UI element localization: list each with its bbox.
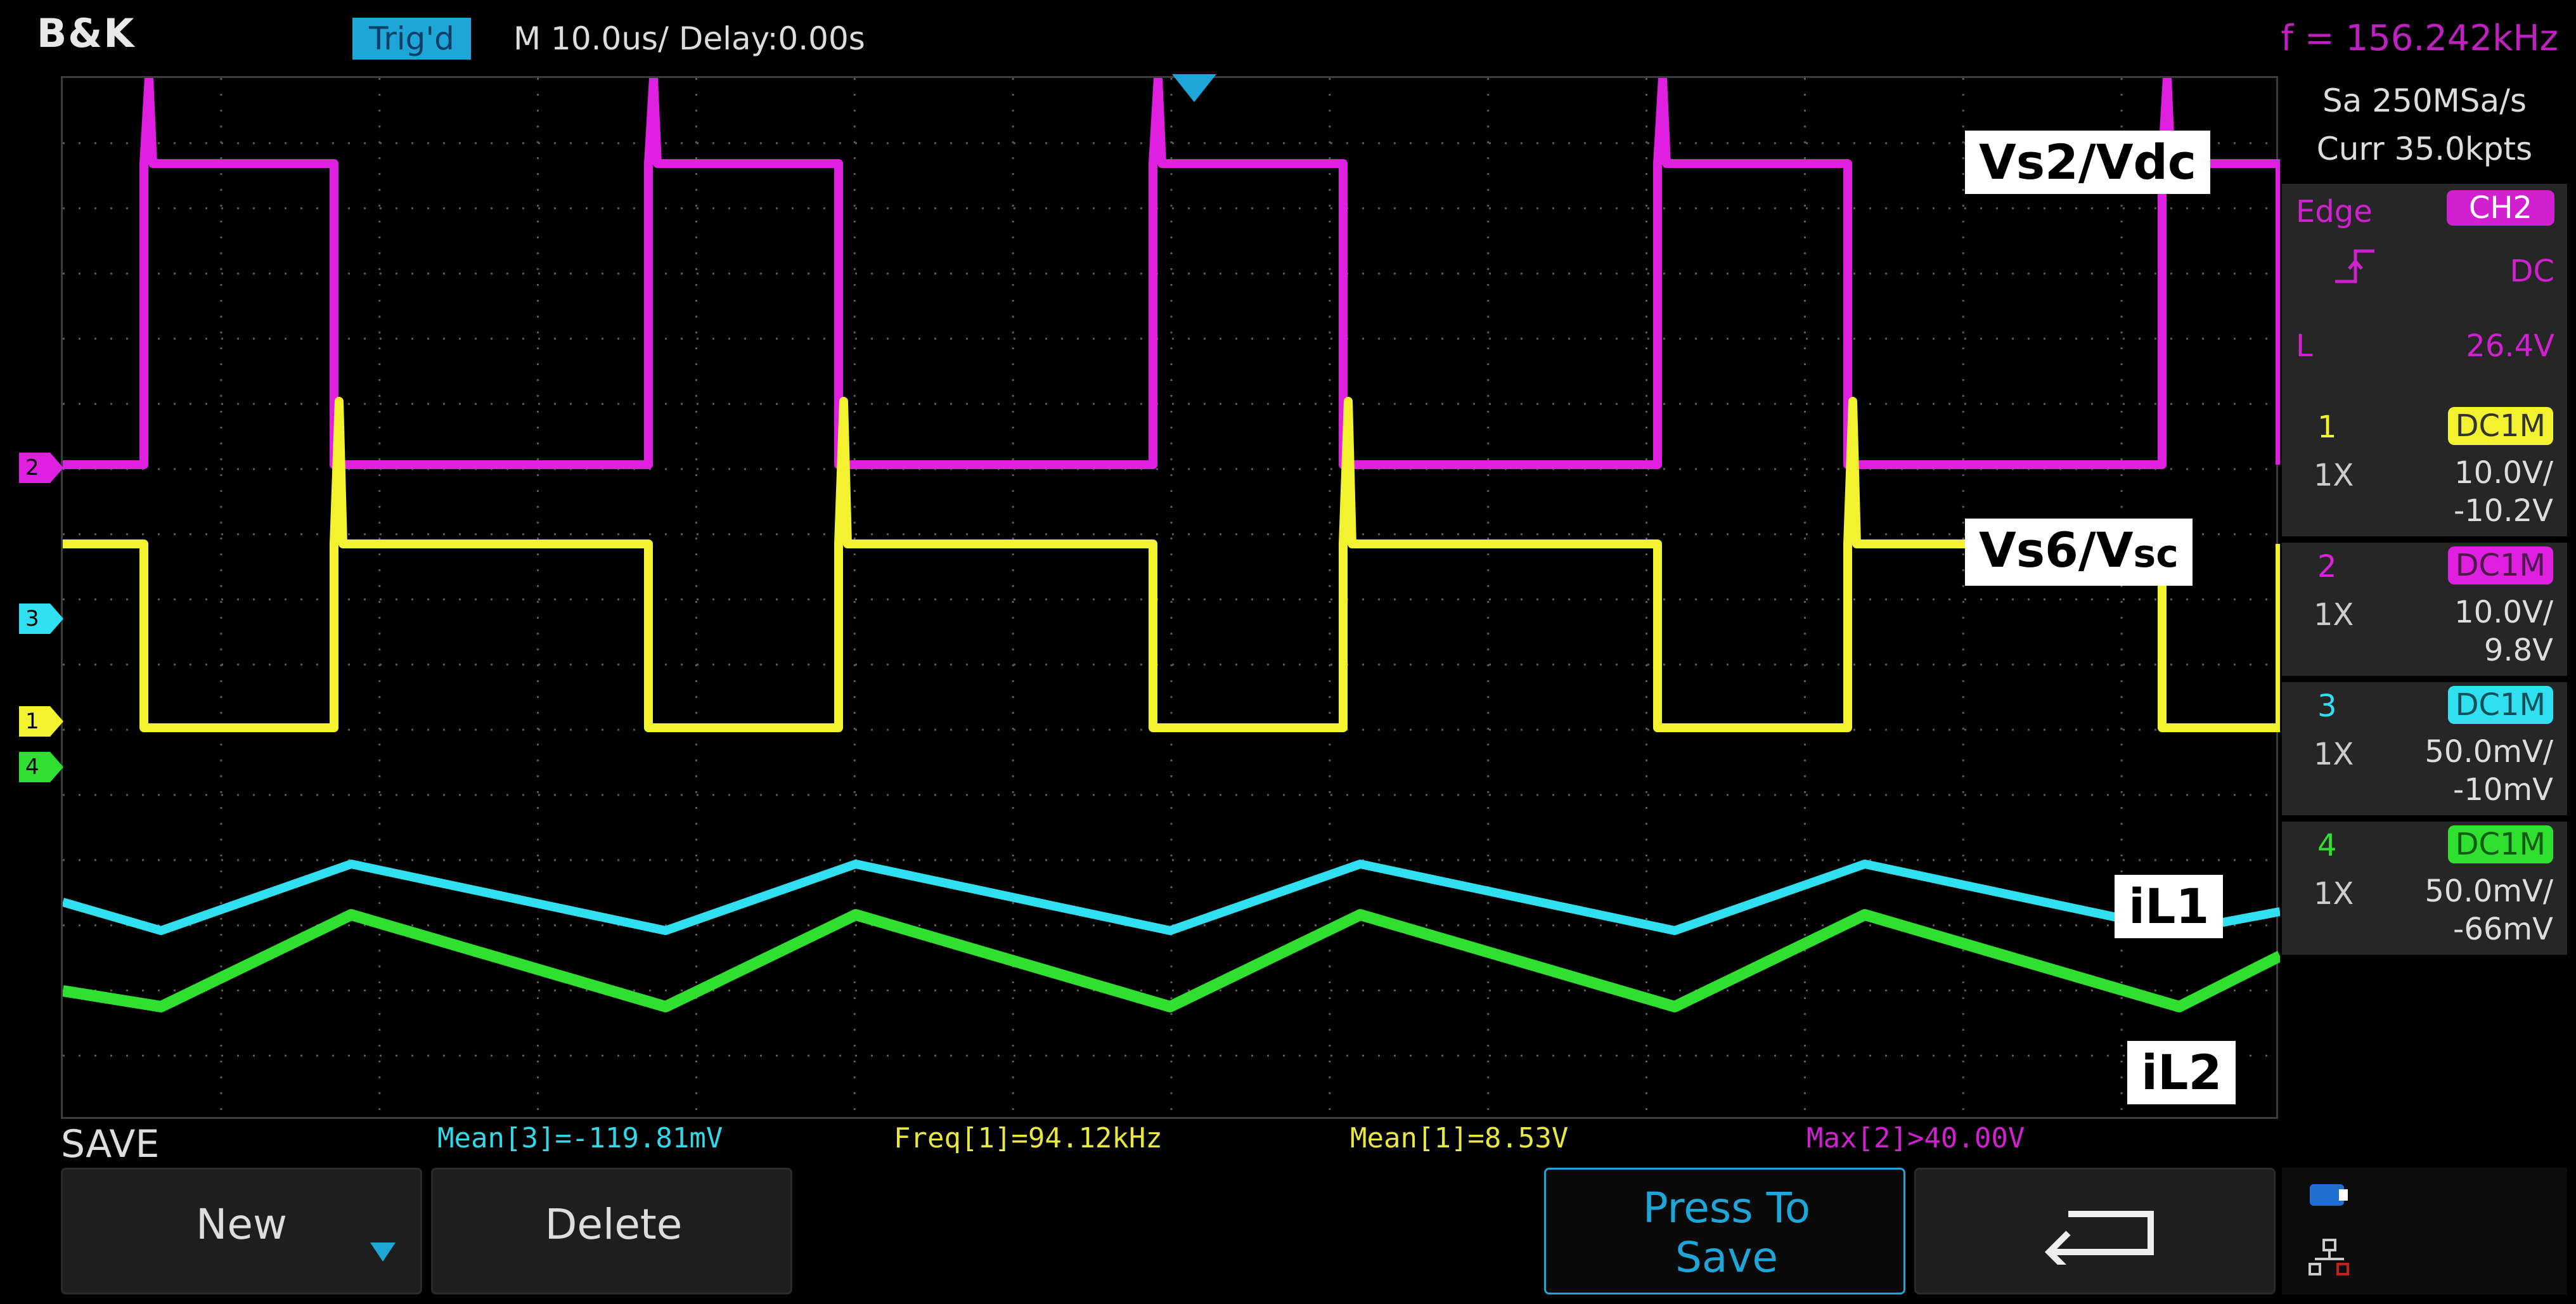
trigger-type: Edge — [2296, 194, 2373, 229]
measurement-freq-ch1: Freq[1]=94.12kHz — [894, 1122, 1162, 1154]
trigger-settings[interactable]: Edge CH2 DC L 26.4V — [2282, 184, 2567, 418]
ch3-ground-marker[interactable]: 3 — [19, 604, 63, 634]
ch2-ground-marker[interactable]: 2 — [19, 453, 63, 483]
label-vs6: Vs6/Vsc — [1965, 519, 2193, 586]
press-to-save-button[interactable]: Press To Save — [1544, 1168, 1905, 1294]
measurement-max-ch2: Max[2]>40.00V — [1806, 1122, 2025, 1154]
press-to-save-label: Press To Save — [1642, 1184, 1811, 1282]
ch4-scale: 50.0mV/-66mV — [2425, 874, 2553, 947]
memory-depth: Curr 35.0kpts — [2316, 131, 2533, 167]
trigger-level: 26.4V — [2466, 328, 2554, 364]
ch2-settings[interactable]: 2 DC1M 1X 10.0V/9.8V — [2282, 543, 2567, 676]
waveform-canvas — [63, 78, 2280, 1121]
ch4-trace — [63, 909, 2280, 1012]
ch3-settings[interactable]: 3 DC1M 1X 50.0mV/-10mV — [2282, 682, 2567, 815]
sample-rate: Sa 250MSa/s — [2322, 82, 2527, 119]
trigger-position-marker[interactable] — [1172, 74, 1216, 112]
ch4-probe: 1X — [2314, 876, 2354, 912]
measurement-mean-ch3: Mean[3]=-119.81mV — [437, 1122, 723, 1154]
back-button[interactable] — [1914, 1168, 2276, 1294]
timebase-readout[interactable]: M 10.0us/ Delay:0.00s — [513, 20, 865, 57]
status-bar: B&K Trig'd M 10.0us/ Delay:0.00s f = 156… — [0, 0, 2576, 71]
usb-storage-icon — [2310, 1184, 2348, 1206]
ch3-number: 3 — [2317, 688, 2337, 724]
ch1-scale: 10.0V/-10.2V — [2453, 455, 2553, 529]
measurement-mean-ch1: Mean[1]=8.53V — [1350, 1122, 1569, 1154]
dropdown-arrow-icon — [370, 1243, 396, 1262]
trigger-coupling: DC — [2509, 254, 2554, 289]
network-icon — [2309, 1239, 2349, 1275]
ch2-trace — [63, 78, 2280, 469]
ch1-settings[interactable]: 1 DC1M 1X 10.0V/-10.2V — [2282, 403, 2567, 536]
ch3-probe: 1X — [2314, 737, 2354, 772]
ch2-number: 2 — [2317, 549, 2337, 584]
return-icon — [2044, 1211, 2154, 1265]
label-il1: iL1 — [2115, 875, 2224, 938]
trigger-status-badge: Trig'd — [352, 18, 471, 60]
menu-title: SAVE — [61, 1122, 160, 1166]
ch3-scale: 50.0mV/-10mV — [2425, 734, 2553, 808]
rising-edge-icon — [2333, 247, 2383, 293]
ch1-number: 1 — [2317, 410, 2337, 445]
frequency-counter: f = 156.242kHz — [2281, 18, 2558, 59]
new-button[interactable]: New — [61, 1168, 422, 1294]
trigger-source: CH2 — [2447, 190, 2554, 226]
ch2-probe: 1X — [2314, 597, 2354, 633]
status-icons — [2282, 1168, 2567, 1294]
ch4-settings[interactable]: 4 DC1M 1X 50.0mV/-66mV — [2282, 822, 2567, 955]
ch1-probe: 1X — [2314, 458, 2354, 493]
ch4-coupling: DC1M — [2447, 825, 2553, 863]
ch1-trace — [63, 397, 2280, 732]
trigger-level-label: L — [2296, 328, 2313, 364]
delete-button[interactable]: Delete — [431, 1168, 792, 1294]
ch2-scale: 10.0V/9.8V — [2454, 595, 2553, 668]
empty-softkey — [801, 1168, 1536, 1294]
new-button-label: New — [196, 1200, 287, 1249]
ch1-coupling: DC1M — [2447, 407, 2553, 445]
ch3-trace — [63, 860, 2280, 935]
ch4-ground-marker[interactable]: 4 — [19, 752, 63, 782]
brand-logo: B&K — [37, 10, 136, 56]
ch2-coupling: DC1M — [2447, 546, 2553, 584]
label-vs2: Vs2/Vdc — [1965, 131, 2210, 194]
ch1-ground-marker[interactable]: 1 — [19, 706, 63, 737]
label-il2: iL2 — [2127, 1041, 2236, 1104]
delete-button-label: Delete — [544, 1200, 683, 1249]
waveform-display[interactable] — [61, 74, 2280, 1121]
ch4-number: 4 — [2317, 828, 2337, 863]
ch3-coupling: DC1M — [2447, 686, 2553, 724]
